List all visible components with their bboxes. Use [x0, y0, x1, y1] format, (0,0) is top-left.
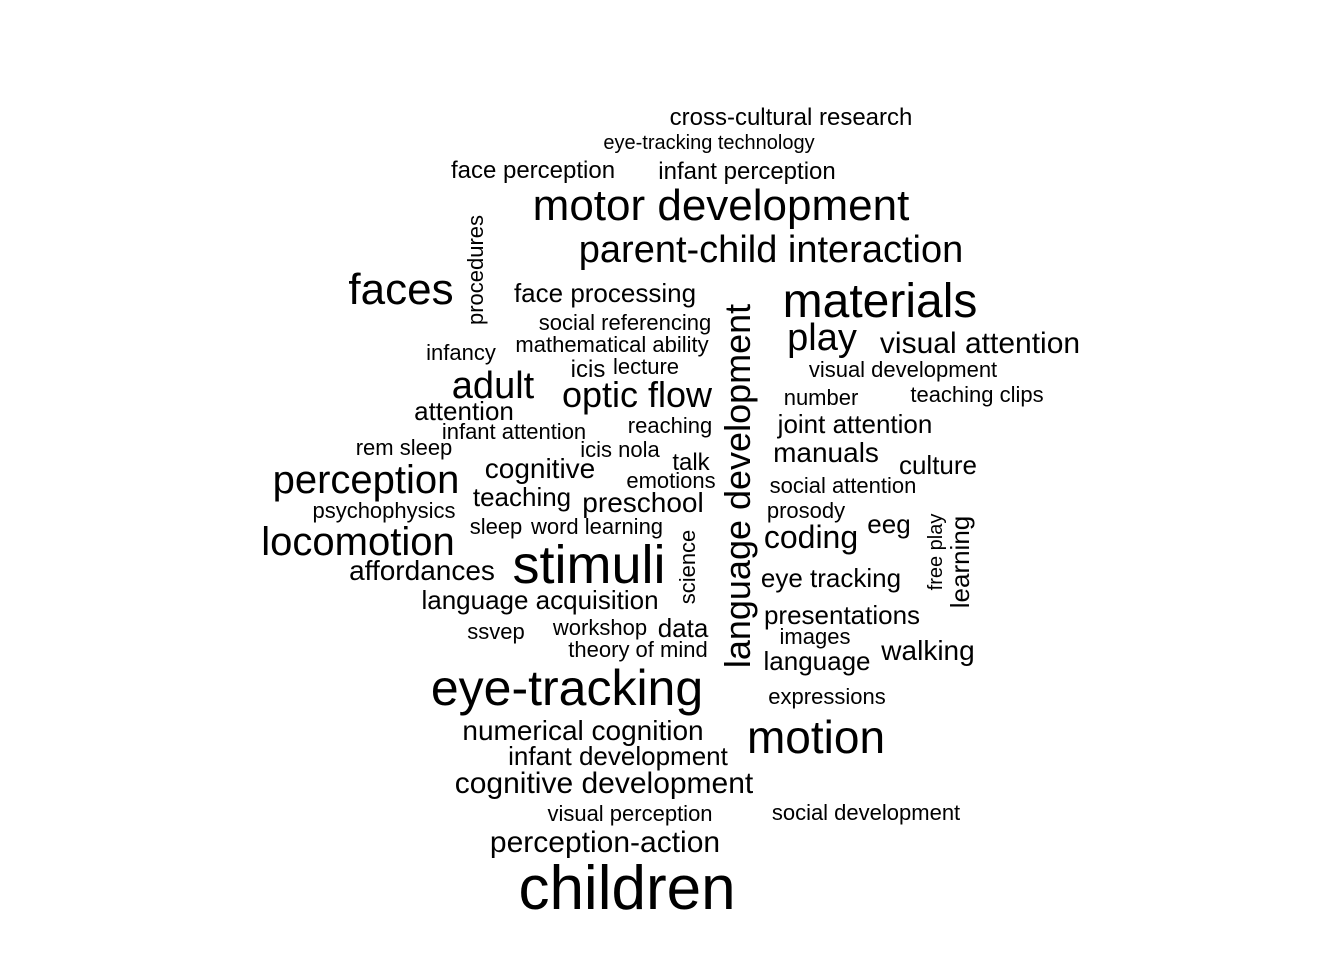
word-optic-flow: optic flow [561, 374, 713, 415]
word-data: data [657, 613, 709, 643]
word-preschool: preschool [582, 487, 704, 518]
word-manuals: manuals [773, 437, 879, 468]
word-number: number [783, 385, 859, 410]
word-visual-development: visual development [808, 357, 998, 382]
word-numerical-cognition: numerical cognition [462, 715, 704, 746]
word-social-referencing: social referencing [538, 310, 712, 335]
word-joint-attention: joint attention [777, 409, 933, 439]
word-infancy: infancy [426, 340, 496, 365]
word-motor-development: motor development [532, 181, 910, 230]
word-workshop: workshop [552, 615, 648, 640]
word-culture: culture [898, 450, 978, 480]
word-attention: attention [414, 396, 514, 426]
word-reaching: reaching [627, 413, 713, 438]
word-social-development: social development [771, 800, 961, 825]
word-language: language [763, 646, 871, 676]
word-science: science [675, 529, 700, 605]
word-coding: coding [763, 519, 859, 555]
word-sleep: sleep [469, 514, 523, 539]
word-infant-attention: infant attention [441, 419, 587, 444]
word-visual-perception: visual perception [547, 801, 713, 826]
word-ssvep: ssvep [467, 619, 525, 644]
word-expressions: expressions [768, 684, 886, 709]
word-face-perception: face perception [450, 157, 616, 184]
word-presentations: presentations [763, 600, 921, 630]
word-materials: materials [782, 275, 978, 328]
word-faces: faces [348, 265, 454, 314]
word-theory-of-mind: theory of mind [568, 637, 708, 662]
word-rem-sleep: rem sleep [355, 435, 453, 460]
word-motion: motion [746, 711, 886, 763]
word-eye-tracking: eye-tracking [430, 660, 704, 716]
word-teaching: teaching [472, 482, 572, 512]
word-prosody: prosody [766, 498, 846, 523]
word-free-play: free play [925, 513, 947, 591]
word-images: images [779, 624, 851, 649]
word-infant-perception: infant perception [658, 158, 836, 185]
word-cognitive: cognitive [484, 453, 596, 484]
word-adult: adult [451, 365, 535, 407]
word-cognitive-development: cognitive development [454, 767, 754, 800]
word-stimuli: stimuli [512, 535, 666, 595]
word-affordances: affordances [349, 555, 495, 586]
word-icis: icis [570, 356, 606, 383]
word-language-acquisition: language acquisition [421, 585, 659, 615]
word-perception-action: perception-action [489, 826, 721, 859]
word-teaching-clips: teaching clips [910, 382, 1044, 407]
word-word-learning: word learning [530, 514, 664, 539]
word-lecture: lecture [612, 354, 680, 379]
word-children: children [518, 854, 736, 923]
word-infant-development: infant development [508, 741, 728, 771]
word-eeg: eeg [867, 509, 911, 539]
word-face-processing: face processing [513, 278, 697, 308]
word-psychophysics: psychophysics [312, 498, 456, 523]
word-mathematical-ability: mathematical ability [515, 332, 709, 357]
word-language-development: language development [717, 303, 758, 669]
word-perception: perception [272, 458, 460, 502]
word-locomotion: locomotion [261, 520, 455, 564]
word-emotions: emotions [626, 468, 716, 493]
word-icis-nola: icis nola [580, 437, 660, 462]
word-procedures: procedures [463, 214, 488, 326]
word-social-attention: social attention [769, 473, 917, 498]
word-talk: talk [672, 449, 710, 476]
word-learning: learning [945, 515, 975, 609]
word-eye-tracking-technology: eye-tracking technology [603, 132, 815, 154]
word-play: play [787, 317, 857, 359]
word-eye-tracking: eye tracking [760, 563, 902, 593]
word-cross-cultural-research: cross-cultural research [669, 104, 913, 131]
word-visual-attention: visual attention [879, 327, 1081, 360]
word-parent-child-interaction: parent-child interaction [578, 229, 964, 271]
word-walking: walking [881, 635, 975, 666]
